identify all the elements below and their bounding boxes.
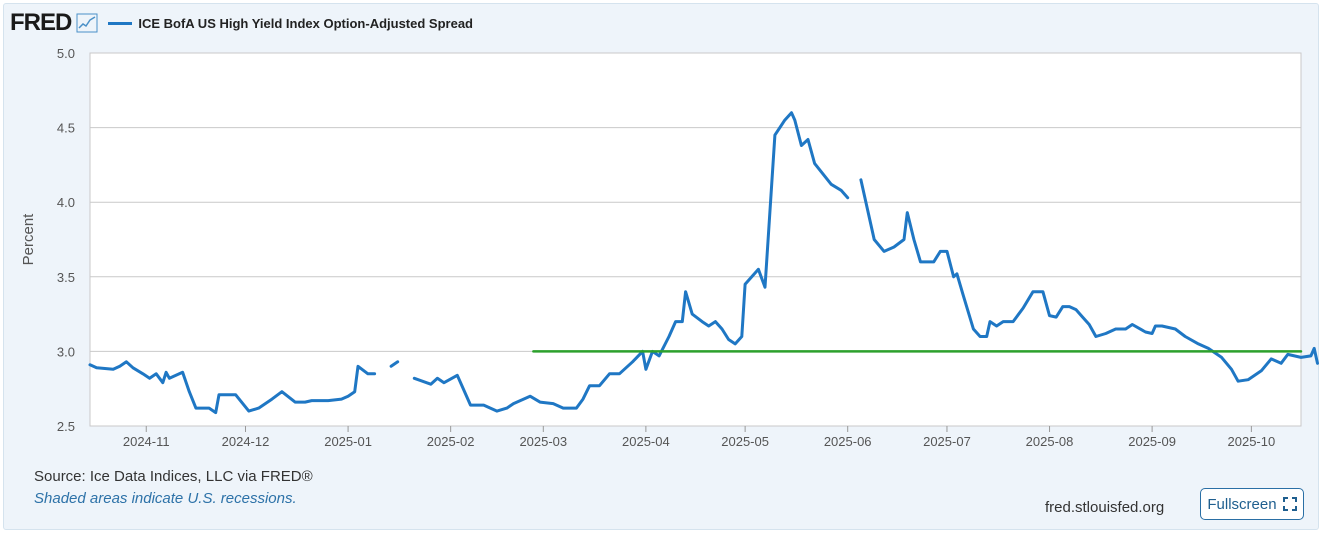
x-tick-label: 2025-10 — [1228, 434, 1276, 449]
line-chart-icon — [76, 13, 98, 33]
x-tick-label: 2025-05 — [721, 434, 769, 449]
legend-label: ICE BofA US High Yield Index Option-Adju… — [138, 15, 473, 31]
series-line — [859, 178, 1319, 383]
recession-note: Shaded areas indicate U.S. recessions. — [34, 490, 297, 507]
legend: ICE BofA US High Yield Index Option-Adju… — [108, 16, 473, 31]
series-line — [412, 111, 850, 413]
fullscreen-icon — [1282, 497, 1297, 511]
source-note: Source: Ice Data Indices, LLC via FRED® — [34, 468, 313, 485]
x-tick-label: 2025-03 — [519, 434, 567, 449]
x-tick-label: 2024-12 — [222, 434, 270, 449]
plot-area — [89, 52, 1302, 427]
y-tick-label: 4.0 — [57, 195, 75, 210]
x-tick-label: 2024-11 — [123, 434, 170, 449]
y-tick-label: 4.5 — [57, 121, 75, 136]
y-axis-label: Percent — [20, 213, 37, 266]
x-tick-label: 2025-06 — [824, 434, 872, 449]
y-tick-label: 2.5 — [57, 419, 75, 434]
y-tick-label: 5.0 — [57, 46, 75, 61]
x-tick-label: 2025-08 — [1026, 434, 1074, 449]
chart-header: FRED ICE BofA US High Yield Index Option… — [10, 8, 473, 38]
series-line — [389, 360, 400, 368]
legend-swatch — [108, 21, 133, 25]
y-tick-label: 3.5 — [57, 270, 75, 285]
fullscreen-button[interactable]: Fullscreen — [1200, 488, 1304, 520]
x-tick-label: 2025-02 — [427, 434, 475, 449]
site-url[interactable]: fred.stlouisfed.org — [1045, 499, 1165, 516]
x-tick-label: 2025-04 — [622, 434, 670, 449]
fullscreen-label: Fullscreen — [1207, 495, 1277, 513]
fred-logo[interactable]: FRED — [10, 9, 72, 36]
series-line — [88, 360, 377, 415]
y-tick-label: 3.0 — [57, 344, 75, 359]
x-tick-label: 2025-09 — [1128, 434, 1176, 449]
x-tick-label: 2025-07 — [923, 434, 971, 449]
x-tick-label: 2025-01 — [324, 434, 372, 449]
